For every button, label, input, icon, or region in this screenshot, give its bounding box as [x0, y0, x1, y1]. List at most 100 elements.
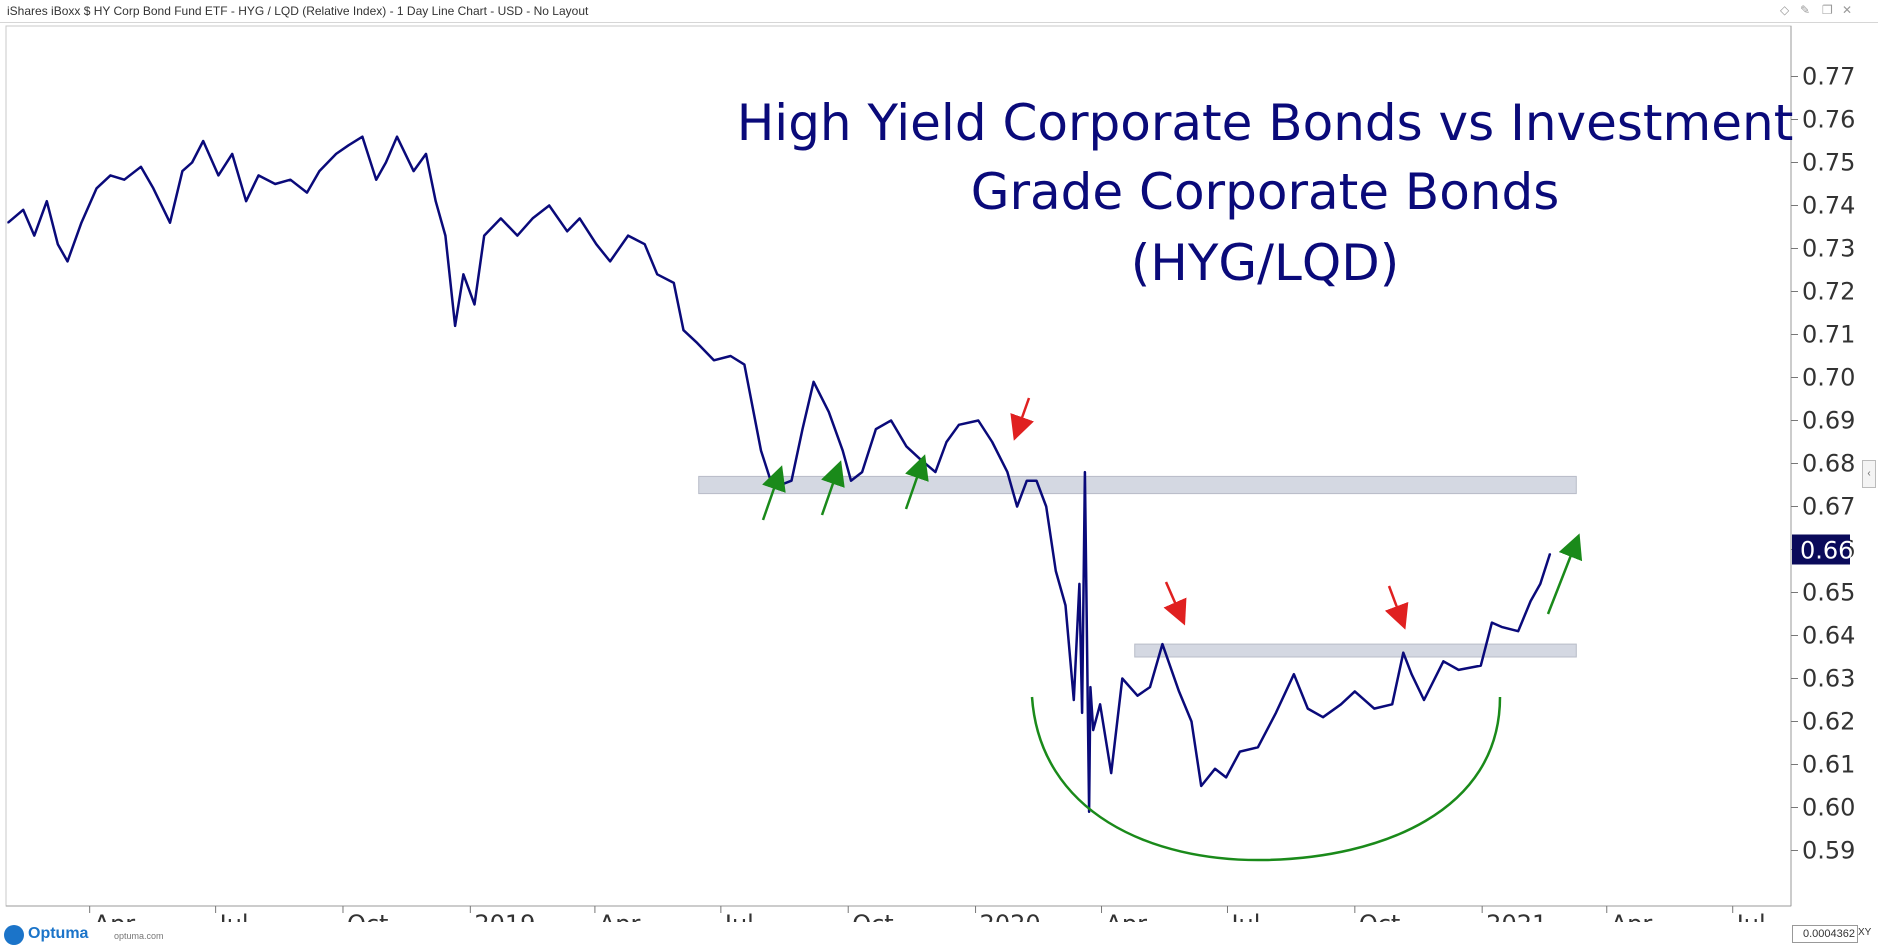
- data-point: [483, 234, 486, 237]
- data-point: [595, 243, 598, 245]
- data-point: [1178, 690, 1180, 693]
- data-point: [713, 359, 715, 362]
- data-point: [444, 234, 447, 237]
- data-point: [1322, 716, 1324, 718]
- data-point: [257, 174, 260, 177]
- data-point: [1200, 785, 1202, 787]
- data-point: [991, 441, 993, 443]
- y-tick-label: 0.76: [1802, 106, 1855, 134]
- data-point: [425, 153, 427, 155]
- data-point: [1340, 703, 1342, 706]
- data-point: [1099, 703, 1101, 706]
- cursor-readout: 0.0004362: [1792, 925, 1858, 943]
- data-point: [1402, 651, 1405, 654]
- x-tick-label: Jul: [218, 910, 249, 922]
- chart-title-line-1: High Yield Corporate Bonds vs Investment: [737, 94, 1794, 152]
- chart-title-line-3: (HYG/LQD): [1131, 234, 1399, 292]
- chart-area[interactable]: High Yield Corporate Bonds vs Investment…: [0, 22, 1878, 922]
- chart-title-line-2: Grade Corporate Bonds: [971, 163, 1560, 221]
- diamond-icon[interactable]: ◇: [1780, 3, 1790, 17]
- restore-icon[interactable]: ❐: [1822, 3, 1833, 17]
- down-arrow-red-2: [1163, 581, 1187, 626]
- up-arrow-green-2: [820, 460, 845, 516]
- chart-window-header: iShares iBoxx $ HY Corp Bond Fund ETF - …: [0, 0, 1878, 23]
- down-arrow-red-3: [1384, 585, 1409, 630]
- data-point: [1214, 768, 1216, 770]
- data-point: [412, 170, 415, 172]
- data-point: [828, 411, 830, 413]
- data-point: [578, 217, 581, 220]
- y-tick-label: 0.63: [1802, 665, 1855, 693]
- x-tick-label: 2020: [980, 910, 1041, 922]
- data-point: [347, 144, 350, 147]
- x-tick-label: Jul: [723, 910, 754, 922]
- data-point: [643, 243, 646, 245]
- data-point: [80, 221, 83, 224]
- data-point: [1161, 643, 1164, 645]
- data-point: [1354, 690, 1356, 693]
- y-tick-label: 0.74: [1802, 192, 1855, 220]
- data-point: [934, 471, 937, 473]
- data-point: [181, 170, 184, 172]
- data-point: [1121, 677, 1124, 680]
- y-tick-label: 0.60: [1802, 794, 1855, 822]
- resistance-zones: [698, 475, 1577, 658]
- x-tick-label: Oct: [347, 910, 389, 922]
- cup-arc-annotation: [1030, 696, 1502, 862]
- data-point: [454, 325, 456, 327]
- optuma-logo-mark: [4, 925, 24, 945]
- y-tick-label: 0.75: [1802, 149, 1855, 177]
- data-point: [1307, 707, 1309, 710]
- data-point: [682, 329, 685, 332]
- close-icon[interactable]: ✕: [1842, 3, 1853, 17]
- data-point: [1391, 703, 1393, 706]
- data-point: [1078, 583, 1081, 585]
- y-tick-label: 0.69: [1802, 407, 1855, 435]
- data-point: [1149, 686, 1151, 688]
- data-point: [152, 187, 155, 190]
- chart-window-title: iShares iBoxx $ HY Corp Bond Fund ETF - …: [7, 4, 589, 18]
- data-point: [1035, 479, 1038, 482]
- data-point: [609, 260, 611, 263]
- data-point: [790, 479, 793, 482]
- data-point: [1073, 699, 1075, 701]
- data-point: [191, 161, 193, 164]
- y-tick-label: 0.68: [1802, 450, 1855, 478]
- plot-frame: [5, 25, 1792, 907]
- y-tick-label: 0.70: [1802, 364, 1855, 392]
- data-point: [656, 273, 658, 276]
- data-point: [318, 170, 321, 172]
- x-tick-label: Apr: [599, 910, 641, 922]
- data-point: [1410, 673, 1413, 675]
- data-point: [1539, 583, 1542, 585]
- y-tick-label: 0.64: [1802, 622, 1855, 650]
- data-point: [169, 221, 171, 224]
- data-point: [841, 449, 844, 452]
- x-tick-label: Apr: [1611, 910, 1653, 922]
- readout-mode-toggle[interactable]: XY: [1858, 927, 1872, 938]
- y-tick-label: 0.67: [1802, 493, 1855, 521]
- pin-icon[interactable]: ✎: [1800, 3, 1811, 17]
- data-point: [462, 273, 465, 276]
- y-tick-label: 0.71: [1802, 321, 1855, 349]
- x-tick-label: Oct: [1359, 910, 1401, 922]
- data-point: [1136, 694, 1139, 697]
- data-point: [861, 471, 863, 473]
- up-arrow-green-3: [904, 454, 929, 510]
- x-tick-label: Jul: [1229, 910, 1260, 922]
- data-point: [1480, 664, 1482, 667]
- axis-scroll-handle[interactable]: ‹: [1862, 460, 1876, 488]
- data-point: [919, 458, 921, 461]
- data-point: [140, 166, 142, 168]
- data-point: [1517, 630, 1519, 632]
- x-axis-ticks: Apr Jul Oct 2019 Apr Jul Oct 2020 Apr Jul Oct 2021 A…: [89, 906, 1766, 922]
- data-point: [1500, 626, 1503, 628]
- down-arrow-red-1: [1010, 397, 1034, 441]
- data-point: [1081, 712, 1083, 714]
- resistance-zone-2: [1134, 643, 1577, 658]
- y-tick-label: 0.62: [1802, 708, 1855, 736]
- data-point: [769, 479, 772, 482]
- last-price-tag: 0.66: [1792, 534, 1853, 565]
- y-tick-label: 0.72: [1802, 278, 1855, 306]
- data-point: [335, 153, 337, 155]
